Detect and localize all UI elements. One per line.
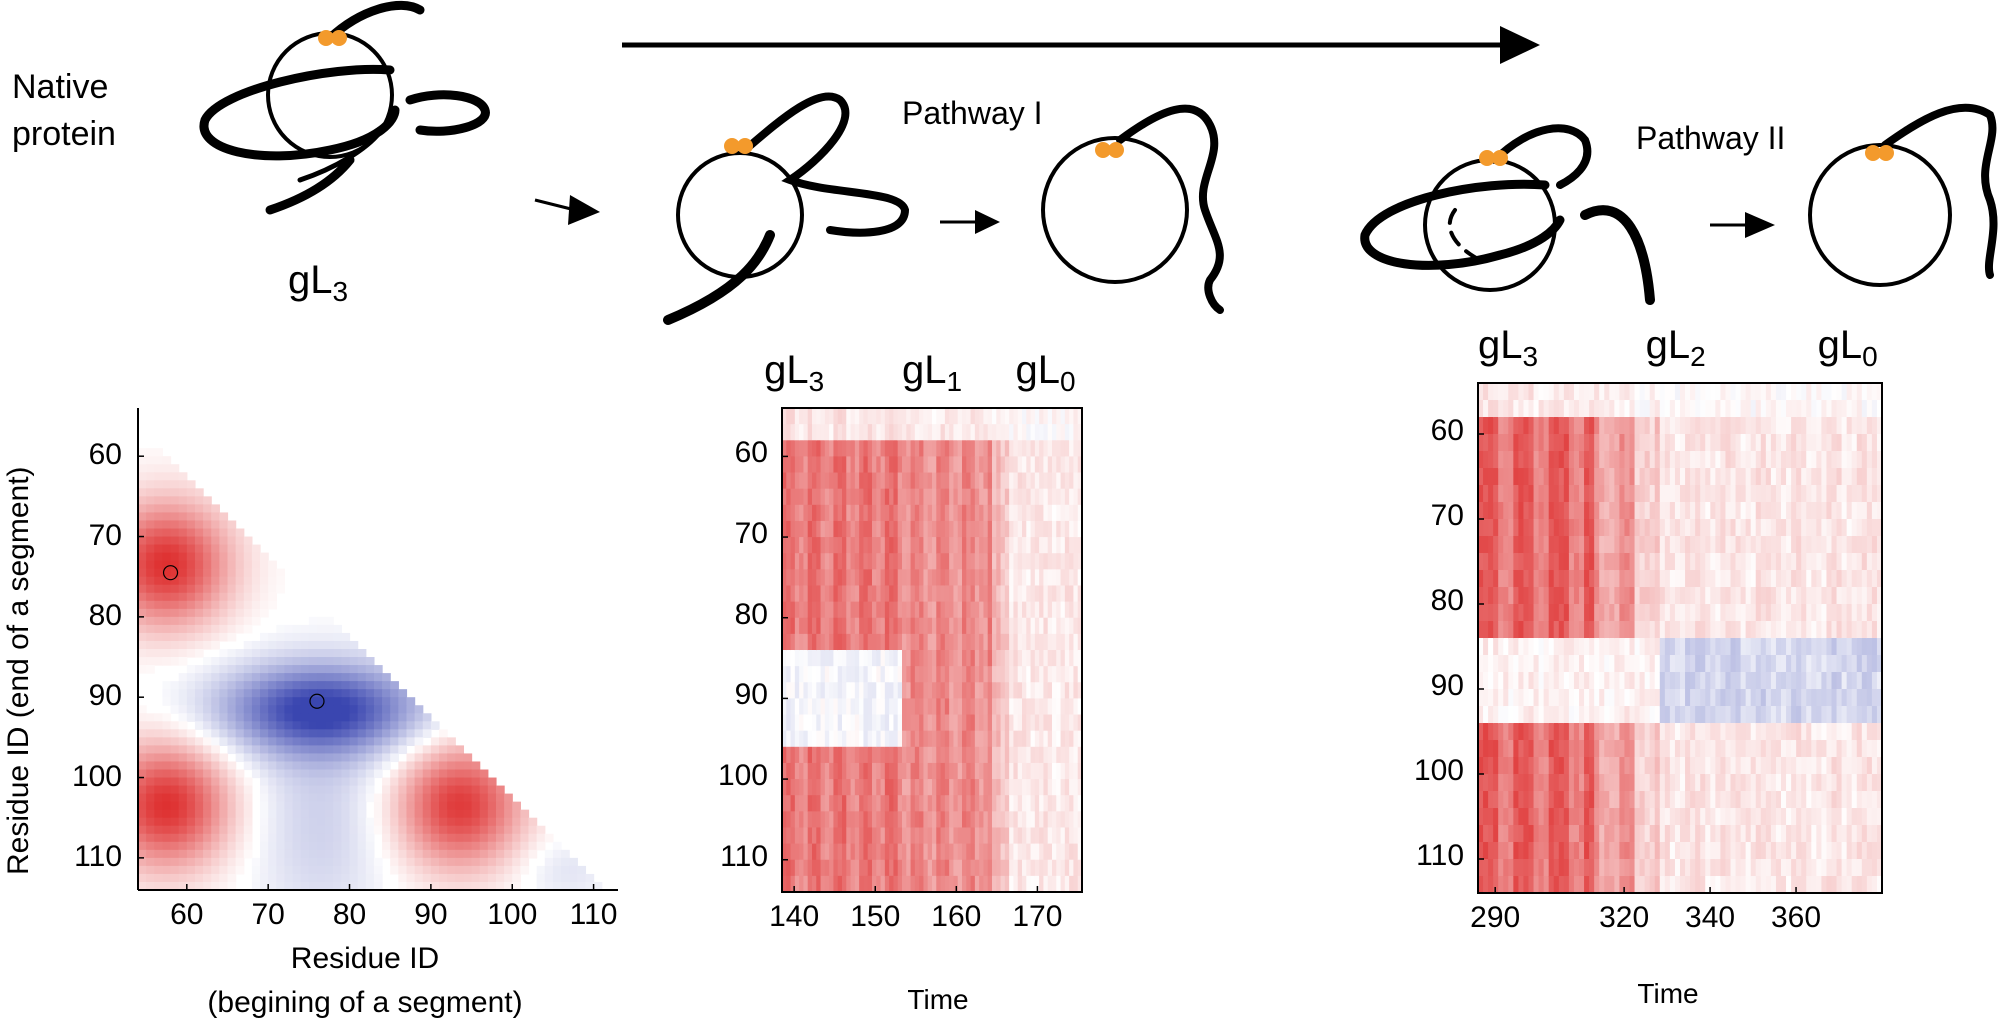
p1-state-text: gL bbox=[1015, 348, 1060, 392]
crosslink-icon bbox=[1095, 142, 1124, 158]
pathway-1-xlabel: Time bbox=[907, 984, 969, 1015]
p1-ytick-label: 70 bbox=[734, 517, 768, 551]
main-transition-arrow bbox=[622, 26, 1540, 64]
pair-map-xtick-label: 60 bbox=[170, 898, 204, 931]
pair-map-xlabel-line2: (begining of a segment) bbox=[207, 986, 523, 1019]
p1-state-label: gL1 bbox=[902, 348, 962, 398]
pathway-1-intermediate-lasso bbox=[663, 92, 910, 325]
pair-map-ytick-label: 110 bbox=[74, 839, 122, 873]
p1-xtick-label: 170 bbox=[1012, 900, 1063, 933]
pair-map-ytick-label: 90 bbox=[88, 679, 122, 713]
crosslink-icon bbox=[1865, 145, 1894, 161]
native-state-sub: 3 bbox=[332, 276, 349, 307]
native-state-text: gL bbox=[288, 258, 333, 302]
p1-xtick-label: 150 bbox=[850, 900, 901, 933]
arrow-pathway-2-step bbox=[1710, 212, 1775, 238]
arrow-pathway-1-step bbox=[940, 210, 1000, 234]
pathway-1-final-lasso bbox=[1041, 104, 1224, 314]
pair-map-ytick-label: 80 bbox=[88, 598, 122, 632]
pair-map-xtick-label: 110 bbox=[569, 898, 618, 931]
p1-state-text: gL bbox=[764, 348, 809, 392]
pathway-1-label: Pathway I bbox=[902, 95, 1043, 131]
p1-state-sub: 0 bbox=[1059, 366, 1076, 397]
arrow-to-pathway-1 bbox=[534, 195, 600, 225]
pair-map-xtick-label: 90 bbox=[414, 898, 448, 931]
p1-state-sub: 1 bbox=[946, 366, 963, 397]
p1-state-label: gL3 bbox=[764, 348, 824, 398]
p1-ytick-label: 80 bbox=[734, 597, 768, 631]
pair-map-xlabel-line1: Residue ID bbox=[290, 942, 440, 975]
p1-ytick-label: 90 bbox=[734, 678, 768, 712]
p1-xtick-label: 140 bbox=[769, 900, 820, 933]
pathway-2-final-lasso bbox=[1808, 103, 1998, 287]
native-state-label: gL3 bbox=[288, 258, 348, 308]
p1-ytick-label: 110 bbox=[720, 839, 768, 873]
pair-map-xtick-label: 70 bbox=[251, 898, 285, 931]
p1-ytick-label: 60 bbox=[734, 436, 768, 470]
native-protein-label-line1: Native bbox=[12, 68, 109, 106]
pair-map-xtick-label: 80 bbox=[332, 898, 367, 931]
pathway-2-intermediate-lasso bbox=[1360, 124, 1655, 305]
pair-map-ytick-label: 100 bbox=[71, 759, 122, 793]
p1-state-text: gL bbox=[901, 348, 947, 392]
pair-map-ylabel: Residue ID (end of a segment) bbox=[2, 466, 35, 875]
p1-ytick-label: 100 bbox=[717, 759, 768, 793]
pair-map-xtick-label: 100 bbox=[487, 898, 538, 931]
pair-map-ytick-label: 70 bbox=[88, 518, 122, 552]
pair-map-ytick-label: 60 bbox=[88, 438, 122, 472]
p1-state-sub: 3 bbox=[808, 366, 825, 397]
native-protein-label-line2: protein bbox=[12, 115, 116, 153]
p1-state-label: gL0 bbox=[1015, 348, 1075, 398]
p1-xtick-label: 160 bbox=[931, 900, 982, 933]
pathway-2-label: Pathway II bbox=[1636, 120, 1786, 156]
